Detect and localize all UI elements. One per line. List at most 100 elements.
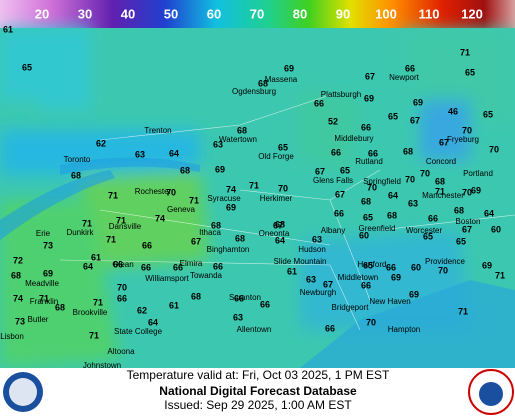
legend-label: 80 xyxy=(293,6,307,21)
temperature-label: 70 xyxy=(117,282,127,292)
city-label: Springfield xyxy=(363,177,401,186)
city-label: Trenton xyxy=(144,126,171,135)
temperature-label: 68 xyxy=(435,176,445,186)
color-bar xyxy=(0,0,515,28)
legend-label: 50 xyxy=(164,6,178,21)
temperature-label: 64 xyxy=(275,235,285,245)
temperature-label: 65 xyxy=(278,142,288,152)
temperature-label: 66 xyxy=(141,262,151,272)
temperature-label: 70 xyxy=(278,183,288,193)
city-label: Middlebury xyxy=(334,134,373,143)
temperature-label: 65 xyxy=(456,236,466,246)
city-label: Butler xyxy=(28,315,49,324)
temperature-label: 67 xyxy=(462,224,472,234)
temperature-label: 65 xyxy=(483,109,493,119)
temperature-label: 71 xyxy=(189,195,199,205)
temperature-label: 66 xyxy=(173,262,183,272)
legend-label: 70 xyxy=(250,6,264,21)
city-label: Altoona xyxy=(107,347,135,356)
city-label: Bridgeport xyxy=(332,303,370,312)
temperature-label: 70 xyxy=(367,182,377,192)
temperature-label: 68 xyxy=(211,220,221,230)
temperature-label: 64 xyxy=(388,190,398,200)
city-label: Old Forge xyxy=(258,152,294,161)
temperature-label: 66 xyxy=(234,293,244,303)
temperature-label: 66 xyxy=(117,293,127,303)
city-label: Oneonta xyxy=(259,229,290,238)
city-label: Manchester xyxy=(422,191,464,200)
temperature-label: 62 xyxy=(96,138,106,148)
legend-label: 30 xyxy=(78,6,92,21)
temperature-label: 68 xyxy=(235,233,245,243)
temperature-label: 66 xyxy=(428,213,438,223)
temperature-label: 68 xyxy=(237,125,247,135)
noaa-logo-inner xyxy=(9,378,37,406)
temperature-label: 65 xyxy=(340,165,350,175)
temperature-label: 71 xyxy=(93,297,103,307)
valid-time: Temperature valid at: Fri, Oct 03 2025, … xyxy=(127,368,390,382)
temperature-label: 65 xyxy=(22,62,32,72)
temperature-label: 66 xyxy=(113,259,123,269)
temperature-label: 74 xyxy=(226,184,236,194)
city-label: Providence xyxy=(425,257,466,266)
temperature-label: 71 xyxy=(460,47,470,57)
city-label: Brookville xyxy=(73,308,108,317)
temperature-label: 66 xyxy=(405,63,415,73)
city-label: Binghamton xyxy=(207,245,250,254)
temperature-label: 68 xyxy=(387,210,397,220)
city-label: Hartford xyxy=(358,260,387,269)
temperature-label: 65 xyxy=(363,212,373,222)
city-label: Rochester xyxy=(135,187,172,196)
temperature-label: 60 xyxy=(411,262,421,272)
temperature-label: 66 xyxy=(325,323,335,333)
temperature-label: 65 xyxy=(388,111,398,121)
legend-label: 120 xyxy=(461,6,483,21)
temperature-label: 69 xyxy=(482,260,492,270)
temperature-label: 64 xyxy=(148,317,158,327)
city-label: Toronto xyxy=(64,155,91,164)
temperature-label: 63 xyxy=(135,149,145,159)
temperature-label: 66 xyxy=(314,98,324,108)
temperature-label: 69 xyxy=(226,202,236,212)
city-label: Dunkirk xyxy=(66,228,94,237)
temperature-label: 67 xyxy=(273,220,283,230)
legend-label: 40 xyxy=(121,6,135,21)
temperature-label: 74 xyxy=(155,213,165,223)
temperature-label: 61 xyxy=(169,300,179,310)
temperature-label: 71 xyxy=(458,306,468,316)
temperature-label: 67 xyxy=(315,166,325,176)
nws-logo-inner xyxy=(479,382,503,406)
temperature-label: 62 xyxy=(137,305,147,315)
temperature-label: 71 xyxy=(249,180,259,190)
temperature-label: 71 xyxy=(435,186,445,196)
temperature-label: 70 xyxy=(420,168,430,178)
temperature-label: 68 xyxy=(275,219,285,229)
city-label: Ogdensburg xyxy=(232,87,276,96)
city-label: Worcester xyxy=(406,226,443,235)
temperature-label: 63 xyxy=(213,139,223,149)
temperature-label: 70 xyxy=(462,125,472,135)
temperature-label: 68 xyxy=(191,291,201,301)
city-label: Slide Mountain xyxy=(274,257,327,266)
city-label: Herkimer xyxy=(260,194,293,203)
temperature-label: 63 xyxy=(306,274,316,284)
temperature-label: 70 xyxy=(489,144,499,154)
legend-label: 90 xyxy=(336,6,350,21)
temperature-label: 69 xyxy=(43,268,53,278)
city-label: Hudson xyxy=(298,245,326,254)
city-label: Ithaca xyxy=(199,228,221,237)
temperature-label: 67 xyxy=(365,71,375,81)
city-label: Allentown xyxy=(237,325,272,334)
city-label: Massena xyxy=(265,75,298,84)
city-label: Lisbon xyxy=(0,332,24,341)
temperature-label: 68 xyxy=(258,78,268,88)
temperature-label: 71 xyxy=(82,218,92,228)
temperature-label: 69 xyxy=(284,63,294,73)
city-label: Fryeburg xyxy=(447,135,479,144)
city-label: Newburgh xyxy=(300,288,336,297)
temperature-label: 70 xyxy=(438,265,448,275)
city-label: New Haven xyxy=(369,297,410,306)
temperature-label: 69 xyxy=(471,185,481,195)
temperature-label: 69 xyxy=(215,164,225,174)
